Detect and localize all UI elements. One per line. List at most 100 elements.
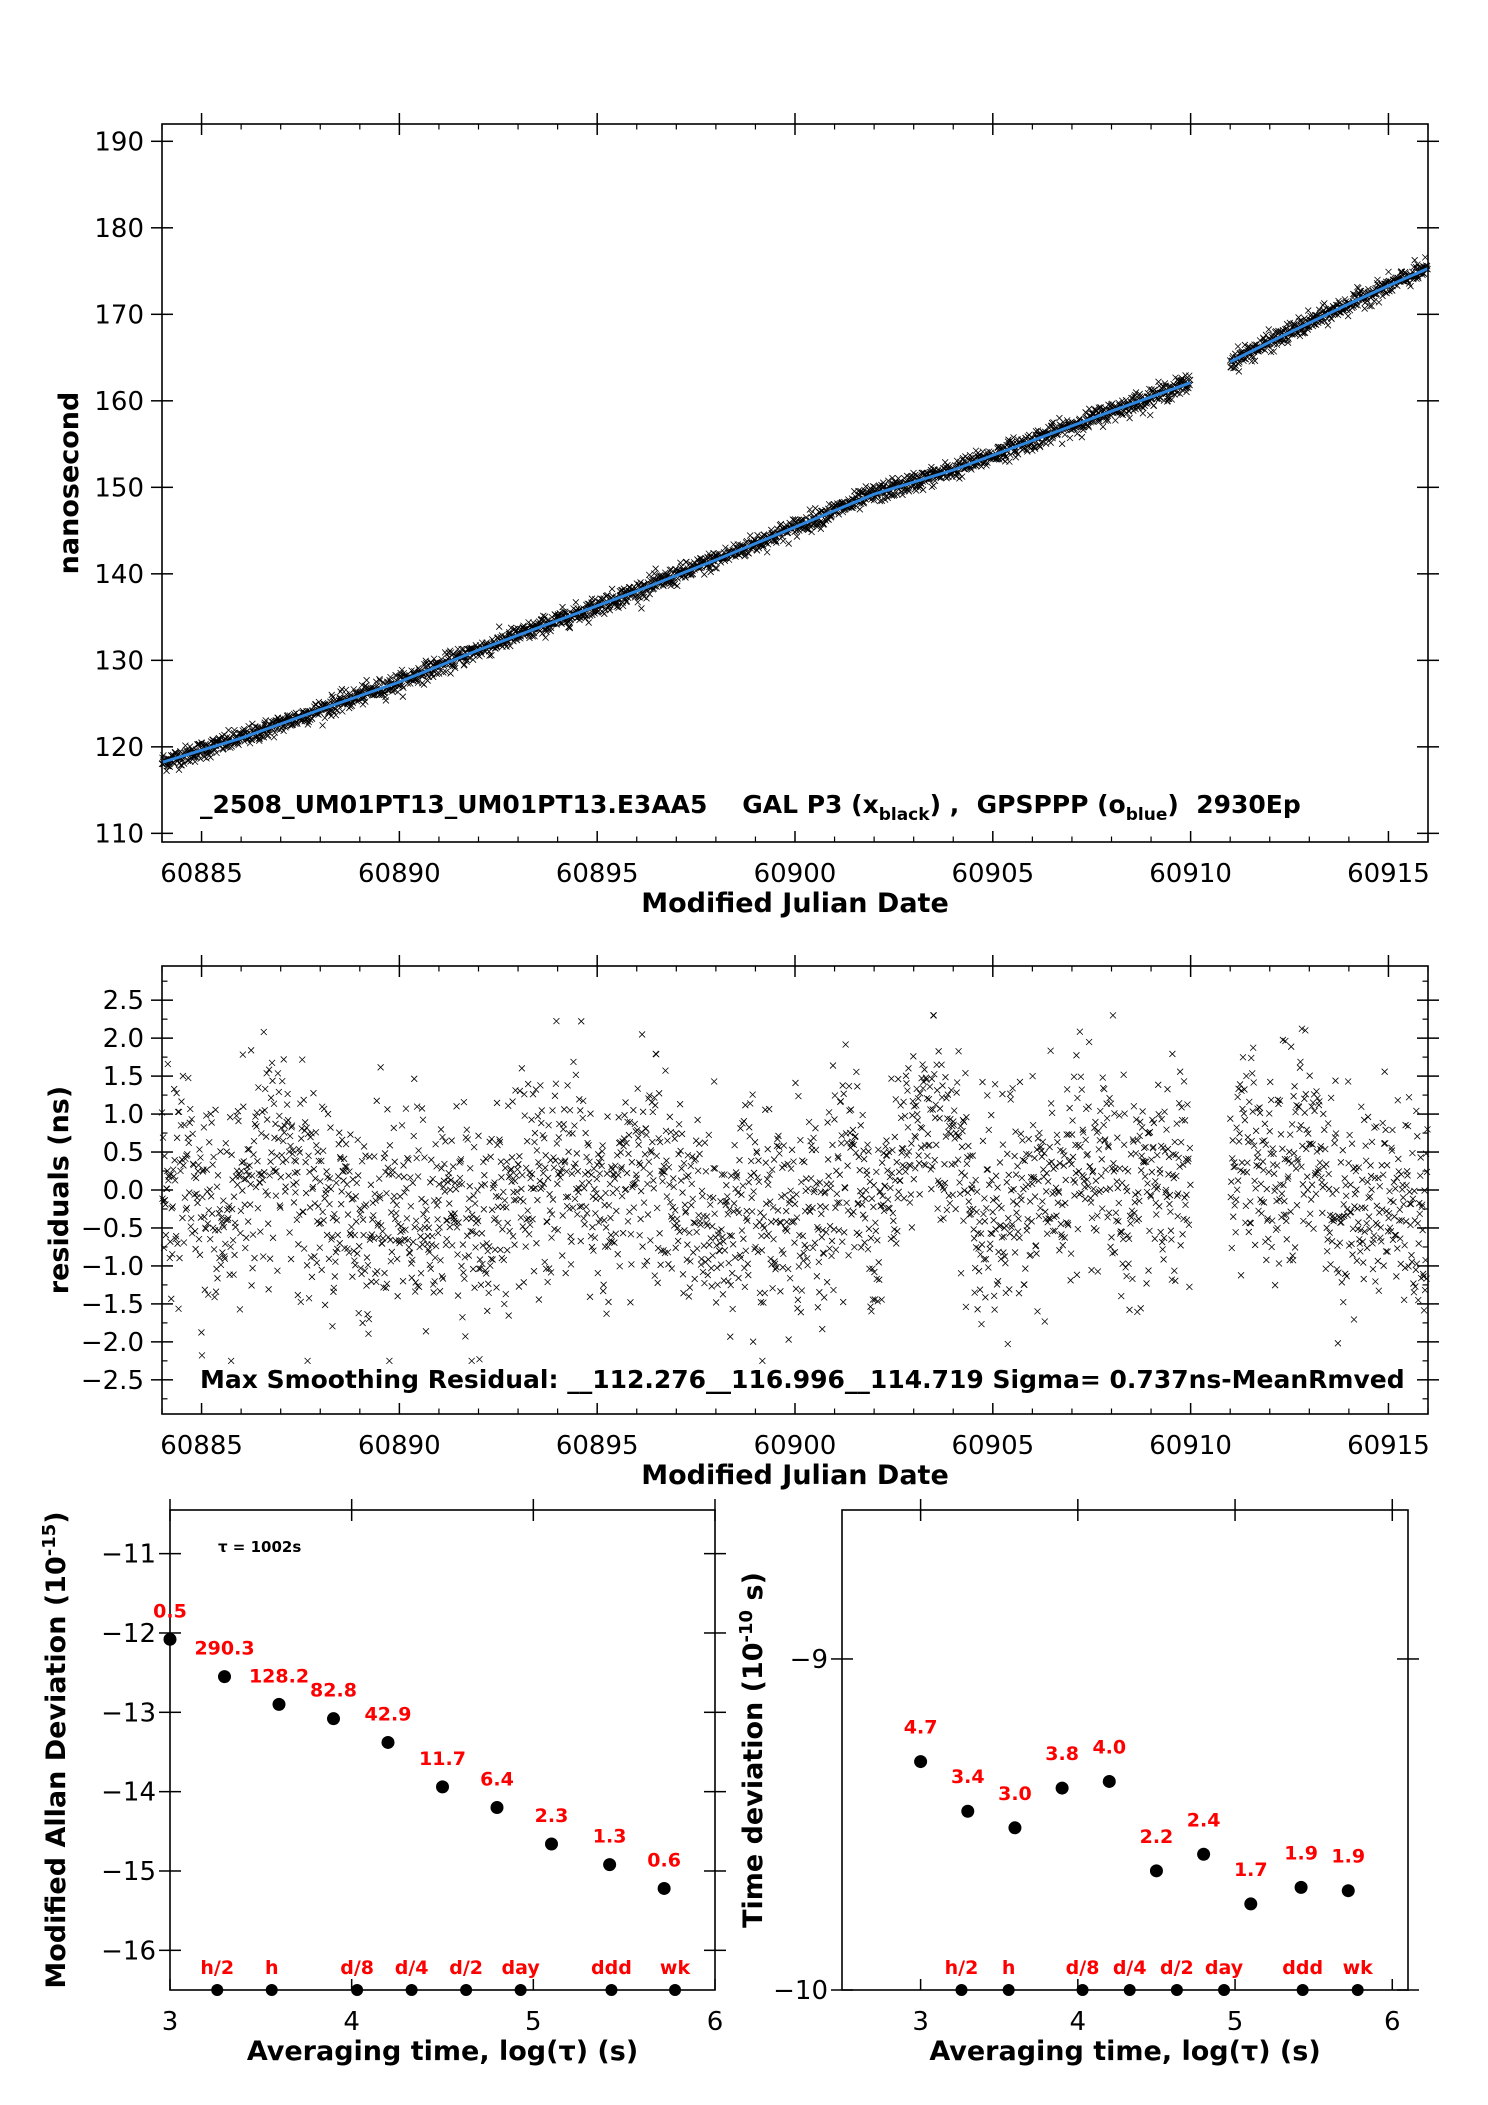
x-marker (418, 1195, 425, 1203)
x-marker (214, 1172, 222, 1179)
x-marker (171, 1156, 178, 1164)
x-marker (517, 1214, 525, 1221)
x-marker (745, 1178, 753, 1186)
x-marker (900, 1195, 908, 1202)
x-marker (437, 1256, 444, 1264)
x-marker (376, 677, 384, 684)
x-marker (928, 1185, 935, 1193)
x-marker (1252, 1127, 1260, 1135)
x-marker (298, 717, 305, 725)
x-marker (860, 1155, 868, 1163)
x-marker (742, 1247, 750, 1255)
x-marker (1135, 1197, 1143, 1205)
x-marker (468, 1357, 475, 1365)
x-marker (582, 1129, 589, 1137)
x-marker (1146, 1227, 1153, 1235)
x-marker (945, 1192, 953, 1199)
x-marker (513, 1172, 520, 1179)
x-marker (420, 1236, 428, 1243)
x-marker (308, 1129, 315, 1137)
x-marker (762, 1159, 770, 1166)
x-marker (738, 1191, 745, 1198)
x-marker (471, 1200, 479, 1207)
x-marker (519, 1171, 526, 1179)
x-marker (352, 1218, 360, 1225)
x-marker (443, 1235, 451, 1243)
x-marker (490, 1181, 497, 1189)
x-marker (1156, 1170, 1164, 1177)
x-marker (350, 1247, 358, 1255)
x-marker (454, 1292, 462, 1299)
x-marker (817, 1202, 824, 1210)
x-marker (549, 1196, 557, 1203)
x-marker (318, 1266, 325, 1274)
x-marker (970, 1226, 977, 1233)
y-tick-label: 190 (94, 127, 144, 157)
x-marker (815, 1258, 823, 1266)
x-marker (644, 1211, 652, 1218)
x-marker (459, 1241, 467, 1248)
x-marker (1234, 1177, 1242, 1184)
x-marker (1127, 1220, 1134, 1227)
x-marker (522, 1164, 530, 1172)
x-marker (436, 1287, 444, 1295)
x-marker (650, 1185, 658, 1192)
x-marker (1122, 1264, 1129, 1271)
x-marker (689, 1195, 697, 1203)
x-marker (791, 1200, 799, 1208)
x-marker (1117, 1292, 1125, 1300)
x-marker (310, 1165, 318, 1173)
x-marker (1141, 1173, 1149, 1180)
x-marker (534, 1196, 541, 1204)
x-marker (459, 1313, 466, 1321)
x-marker (456, 1174, 464, 1182)
x-marker (1179, 1231, 1186, 1238)
x-marker (663, 1157, 670, 1164)
x-marker (539, 630, 546, 637)
x-marker (429, 673, 437, 681)
x-marker (841, 1184, 849, 1192)
x-marker (427, 1179, 434, 1186)
x-marker (405, 1243, 413, 1251)
x-marker (662, 569, 669, 577)
x-marker (887, 1184, 894, 1192)
x-marker (246, 1201, 254, 1208)
x-marker (1033, 1250, 1040, 1257)
x-marker (399, 693, 407, 700)
x-marker (628, 1261, 635, 1268)
x-marker (271, 729, 279, 736)
x-marker (352, 1193, 360, 1200)
x-marker (616, 1262, 623, 1270)
x-marker (602, 1224, 610, 1231)
x-marker (1107, 1243, 1114, 1251)
x-marker (303, 1261, 311, 1269)
x-marker (400, 1173, 408, 1181)
x-marker (274, 1267, 281, 1275)
x-marker (727, 1172, 735, 1180)
x-marker (191, 1227, 199, 1235)
x-marker (584, 1168, 592, 1176)
x-marker (636, 1231, 643, 1239)
x-marker (783, 1227, 791, 1235)
x-marker (958, 1143, 966, 1151)
x-marker (439, 1275, 447, 1282)
x-marker (520, 1198, 527, 1205)
x-marker (266, 1255, 274, 1262)
x-marker (294, 720, 301, 728)
x-marker (824, 1119, 831, 1126)
x-marker (320, 1105, 328, 1113)
x-marker (1229, 1137, 1237, 1144)
x-marker (669, 1175, 677, 1182)
x-marker (245, 722, 252, 730)
x-marker (441, 1188, 449, 1195)
x-marker (706, 1201, 714, 1208)
x-marker (1126, 1306, 1133, 1314)
x-marker (640, 1199, 648, 1206)
x-marker (314, 1148, 322, 1156)
x-marker (812, 1124, 819, 1132)
x-marker (582, 1203, 590, 1211)
x-marker (1182, 1201, 1189, 1209)
x-marker (946, 1199, 954, 1207)
x-marker (744, 1271, 752, 1279)
x-marker (185, 1189, 193, 1196)
